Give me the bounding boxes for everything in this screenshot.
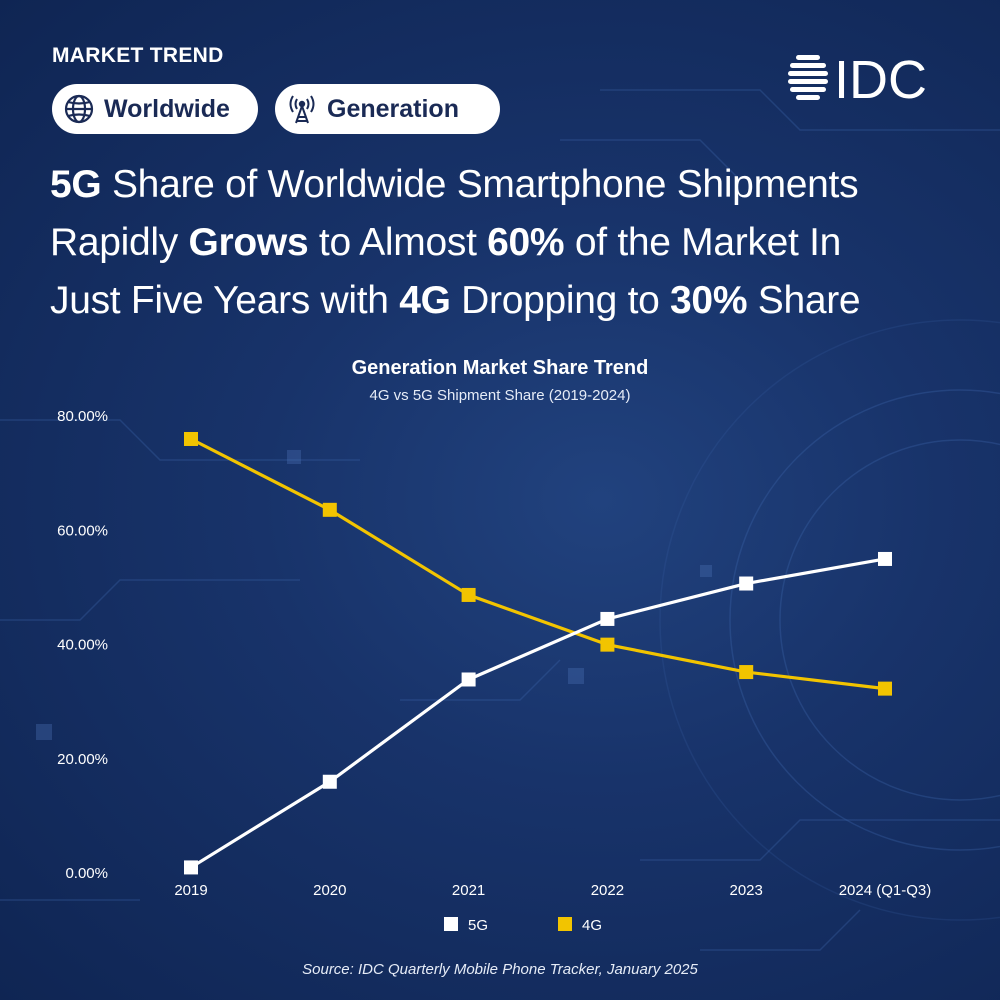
series-line-5g — [190, 557, 886, 869]
headline-emph: 5G — [50, 163, 102, 206]
y-tick-label: 80.00% — [57, 408, 108, 425]
source-note: Source: IDC Quarterly Mobile Phone Track… — [302, 961, 698, 978]
legend-label: 4G — [582, 917, 602, 934]
data-point-4g — [600, 637, 615, 652]
chart-subtitle: 4G vs 5G Shipment Share (2019-2024) — [369, 387, 631, 404]
headline-line-3: Just Five Years with 4G Dropping to 30% … — [50, 272, 970, 330]
headline-text: Share — [747, 279, 861, 322]
data-point-4g — [461, 587, 476, 602]
y-tick-label: 20.00% — [57, 751, 108, 768]
tag-label: Generation — [327, 94, 459, 123]
x-tick-label: 2021 — [452, 882, 485, 899]
legend-swatch-5g — [444, 917, 458, 931]
x-tick-label: 2023 — [730, 882, 763, 899]
tag-label: Worldwide — [104, 94, 230, 123]
series-line-4g — [190, 437, 886, 691]
x-tick-label: 2022 — [591, 882, 624, 899]
antenna-icon — [289, 95, 315, 124]
logo-wordmark: IDC — [834, 50, 927, 104]
data-point-5g — [878, 551, 892, 566]
kicker-label: MARKET TREND — [52, 44, 224, 67]
data-point-4g — [184, 431, 198, 446]
x-tick-label: 2020 — [313, 882, 346, 899]
data-point-5g — [322, 774, 337, 789]
globe-icon — [64, 94, 94, 124]
x-tick-label: 2019 — [174, 882, 207, 899]
headline-text: to Almost — [308, 221, 488, 264]
y-tick-label: 40.00% — [57, 637, 108, 654]
tag-worldwide[interactable]: Worldwide — [52, 84, 258, 134]
headline-text: Just Five Years with — [50, 279, 400, 322]
headline-emph: 60% — [487, 221, 565, 264]
headline-emph: Grows — [188, 221, 309, 264]
idc-logo: IDC — [788, 50, 927, 104]
headline-emph: 4G — [399, 279, 451, 322]
x-tick-label: 2024 (Q1-Q3) — [839, 882, 932, 899]
data-point-4g — [322, 502, 337, 517]
data-point-5g — [600, 611, 615, 626]
headline-line-1: 5G Share of Worldwide Smartphone Shipmen… — [50, 156, 970, 214]
headline-emph: 30% — [670, 279, 748, 322]
y-tick-label: 0.00% — [65, 865, 108, 882]
legend-label: 5G — [468, 917, 488, 934]
headline-text: of the Market In — [564, 221, 842, 264]
headline-text: Rapidly — [50, 221, 189, 264]
headline-line-2: Rapidly Grows to Almost 60% of the Marke… — [50, 214, 970, 272]
headline-text: Share of Worldwide Smartphone Shipments — [101, 163, 859, 206]
headline-text: Dropping to — [450, 279, 671, 322]
data-point-5g — [461, 672, 476, 687]
headline: 5G Share of Worldwide Smartphone Shipmen… — [50, 156, 970, 330]
tag-generation[interactable]: Generation — [275, 84, 500, 134]
data-point-4g — [878, 681, 892, 696]
y-tick-label: 60.00% — [57, 522, 108, 539]
data-point-5g — [184, 860, 198, 875]
data-point-5g — [739, 576, 754, 591]
chart-title: Generation Market Share Trend — [351, 357, 649, 379]
data-point-4g — [739, 665, 754, 680]
legend-swatch-4g — [558, 917, 572, 931]
